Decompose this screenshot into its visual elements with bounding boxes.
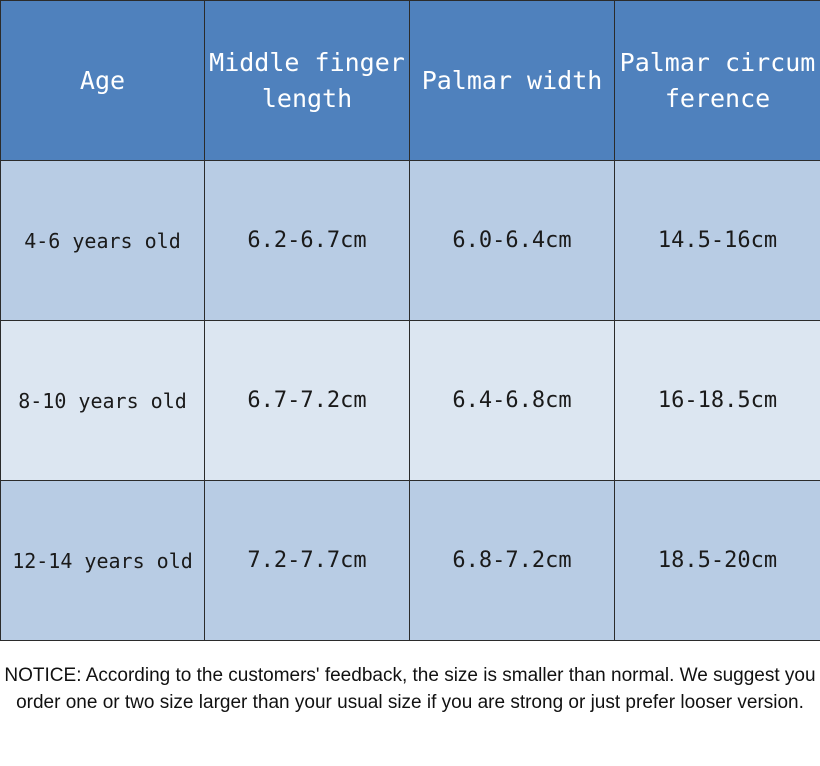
table-body: 4-6 years old 6.2-6.7cm 6.0-6.4cm 14.5-1… [0,160,820,641]
header-middle-finger-length: Middle finger length [204,0,410,161]
table-row: 12-14 years old 7.2-7.7cm 6.8-7.2cm 18.5… [0,480,820,641]
header-palmar-circumference: Palmar circumference [614,0,820,161]
palmar-width-cell: 6.4-6.8cm [409,320,615,481]
table-header: Age Middle finger length Palmar width Pa… [0,0,820,161]
palmar-width-cell: 6.8-7.2cm [409,480,615,641]
header-palmar-width: Palmar width [409,0,615,161]
age-cell: 8-10 years old [0,320,205,481]
palmar-circumference-cell: 14.5-16cm [614,160,820,321]
palmar-circumference-cell: 16-18.5cm [614,320,820,481]
size-notice: NOTICE: According to the customers' feed… [4,665,816,713]
size-chart-table: Age Middle finger length Palmar width Pa… [0,0,820,641]
age-cell: 4-6 years old [0,160,205,321]
palmar-circumference-cell: 18.5-20cm [614,480,820,641]
middle-finger-length-cell: 6.2-6.7cm [204,160,410,321]
age-cell: 12-14 years old [0,480,205,641]
header-row: Age Middle finger length Palmar width Pa… [0,0,820,161]
middle-finger-length-cell: 6.7-7.2cm [204,320,410,481]
table-row: 4-6 years old 6.2-6.7cm 6.0-6.4cm 14.5-1… [0,160,820,321]
table-row: 8-10 years old 6.7-7.2cm 6.4-6.8cm 16-18… [0,320,820,481]
palmar-width-cell: 6.0-6.4cm [409,160,615,321]
header-age: Age [0,0,205,161]
middle-finger-length-cell: 7.2-7.7cm [204,480,410,641]
